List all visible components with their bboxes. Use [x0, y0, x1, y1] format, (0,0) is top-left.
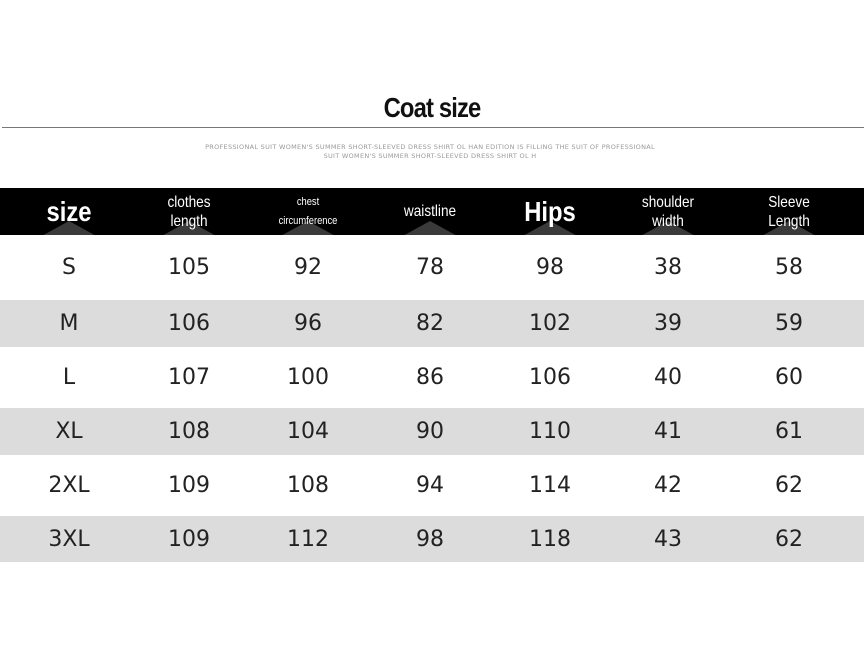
column-header-label: clothes length [167, 193, 211, 230]
table-cell: 104 [287, 419, 329, 444]
table-cell: XL [55, 419, 83, 444]
column-header: Hips [499, 188, 601, 235]
table-row: 3XL 109 112 98 118 43 62 [0, 516, 864, 562]
table-cell: 110 [529, 419, 571, 444]
table-cell: 108 [287, 473, 329, 498]
table-cell: M [59, 311, 79, 336]
table-cell: 112 [287, 526, 329, 552]
table-header: size clothes length chest circumference wai… [0, 188, 864, 235]
table-cell: 61 [775, 419, 803, 444]
column-header: clothes length [138, 188, 240, 235]
table-cell: 2XL [48, 473, 90, 498]
table-cell: 118 [529, 526, 571, 552]
column-header: waistline [379, 188, 481, 235]
table-cell: 62 [775, 526, 803, 552]
table-cell: 82 [416, 311, 444, 336]
table-cell: 39 [654, 311, 682, 336]
table-row: 2XL 109 108 94 114 42 62 [0, 455, 864, 516]
column-header: Sleeve Length [738, 188, 840, 235]
column-header-label: shoulder width [641, 193, 695, 230]
table-row: L 107 100 86 106 40 60 [0, 347, 864, 408]
column-header-label: Hips [524, 196, 576, 227]
subtitle: PROFESSIONAL SUIT WOMEN'S SUMMER SHORT-S… [205, 143, 655, 160]
table-cell: 41 [654, 419, 682, 444]
table-cell: 78 [416, 255, 444, 280]
table-cell: 105 [168, 255, 210, 280]
table-cell: L [62, 365, 76, 390]
table-cell: 3XL [48, 526, 90, 552]
table-cell: 58 [775, 255, 803, 280]
table-cell: 98 [536, 255, 564, 280]
table-cell: 38 [654, 255, 682, 280]
table-cell: 92 [294, 255, 322, 280]
table-cell: 59 [775, 311, 803, 336]
table-row: S 105 92 78 98 38 58 [0, 235, 864, 300]
table-cell: S [62, 255, 76, 280]
column-header-label: waistline [403, 203, 457, 220]
table-cell: 100 [287, 365, 329, 390]
column-header-label: chest circumference [278, 195, 338, 227]
table-cell: 62 [775, 473, 803, 498]
table-cell: 109 [168, 473, 210, 498]
table-cell: 60 [775, 365, 803, 390]
column-header: shoulder width [617, 188, 719, 235]
table-cell: 109 [168, 526, 210, 552]
table-cell: 106 [529, 365, 571, 390]
table-cell: 86 [416, 365, 444, 390]
column-header-label: Sleeve Length [768, 193, 810, 230]
table-cell: 43 [654, 526, 682, 552]
table-cell: 106 [168, 311, 210, 336]
table-cell: 42 [654, 473, 682, 498]
table-cell: 108 [168, 419, 210, 444]
table-cell: 90 [416, 419, 444, 444]
table-cell: 107 [168, 365, 210, 390]
page-title: Coat size [383, 92, 482, 123]
table-cell: 114 [529, 473, 571, 498]
column-header: size [18, 188, 120, 235]
table-cell: 98 [416, 526, 444, 552]
divider [2, 127, 864, 128]
table-row: XL 108 104 90 110 41 61 [0, 408, 864, 455]
table-row: M 106 96 82 102 39 59 [0, 300, 864, 347]
table-cell: 96 [294, 311, 322, 336]
column-header: chest circumference [257, 188, 359, 235]
table-cell: 102 [529, 311, 571, 336]
table-cell: 40 [654, 365, 682, 390]
table-cell: 94 [416, 473, 444, 498]
column-header-label: size [46, 196, 92, 227]
